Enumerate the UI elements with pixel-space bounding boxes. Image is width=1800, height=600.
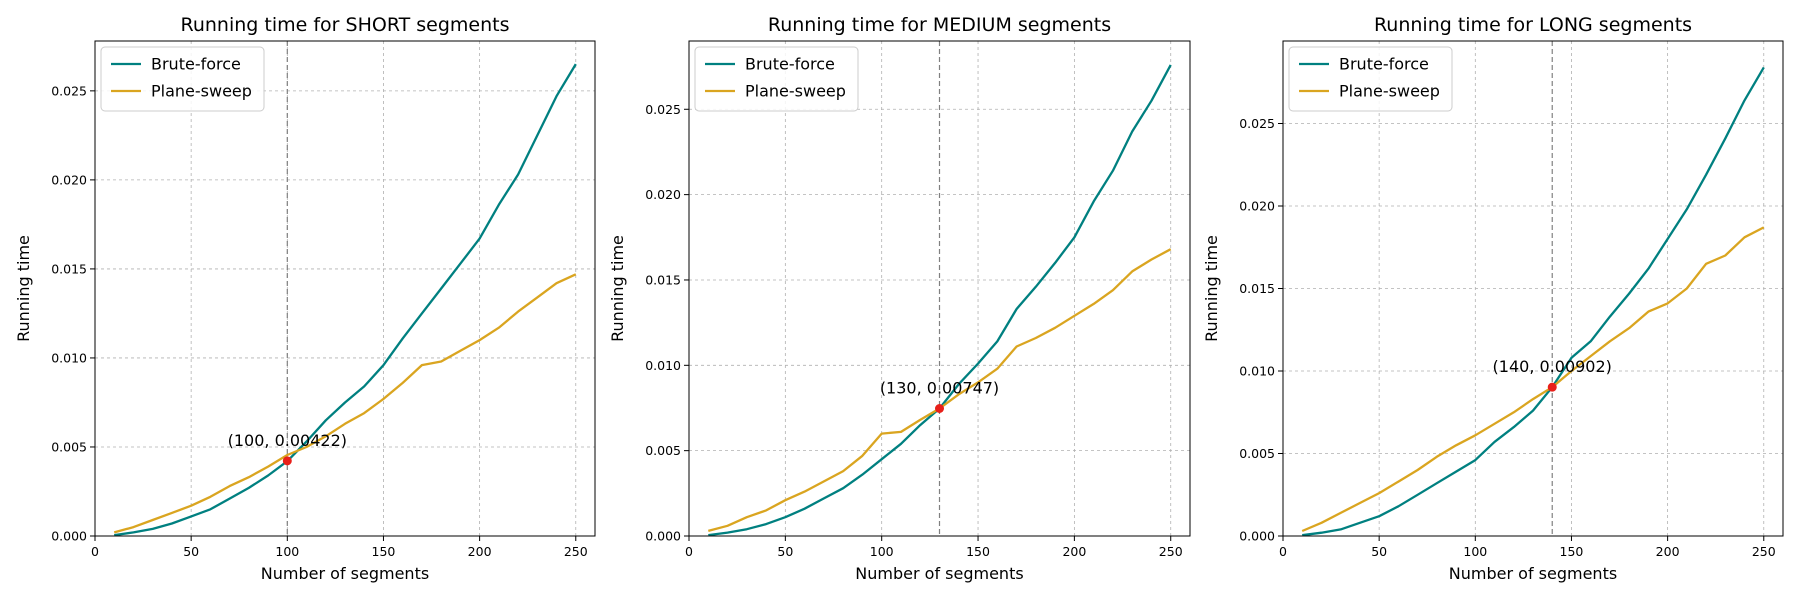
- y-tick-label: 0.025: [1239, 116, 1275, 131]
- y-tick-label: 0.010: [645, 358, 681, 373]
- chart-title: Running time for MEDIUM segments: [768, 14, 1111, 36]
- x-tick-label: 0: [1279, 544, 1287, 559]
- legend-box: [1288, 46, 1453, 112]
- legend-box: [694, 46, 859, 112]
- y-tick-label: 0.000: [645, 529, 681, 544]
- x-tick-label: 150: [966, 544, 990, 559]
- x-tick-label: 200: [1062, 544, 1086, 559]
- y-tick-label: 0.000: [1239, 529, 1275, 544]
- y-tick-label: 0.025: [51, 83, 87, 98]
- x-axis-label: Number of segments: [1449, 564, 1617, 583]
- intersection-point: [282, 456, 292, 466]
- y-tick-label: 0.015: [1239, 281, 1275, 296]
- y-tick-label: 0.005: [645, 443, 681, 458]
- axes-frame: [688, 40, 1191, 537]
- y-axis-label: Running time: [608, 235, 627, 342]
- x-tick-label: 150: [1560, 544, 1584, 559]
- intersection-point: [935, 403, 944, 413]
- legend: Brute-force Plane-sweep: [1288, 46, 1453, 112]
- legend-label: Brute-force: [151, 55, 241, 74]
- intersection-point: [1547, 382, 1557, 392]
- intersection-label: (130, 0.00747): [880, 378, 999, 397]
- x-tick-label: 100: [870, 544, 894, 559]
- axes-frame: [1282, 40, 1784, 537]
- x-tick-label: 250: [1159, 544, 1183, 559]
- legend: Brute-force Plane-sweep: [694, 46, 859, 112]
- y-tick-label: 0.020: [645, 187, 681, 202]
- legend: Brute-force Plane-sweep: [100, 46, 265, 112]
- legend-label: Plane-sweep: [151, 82, 252, 101]
- x-tick-label: 250: [1752, 544, 1776, 559]
- series-line-brute-force: [114, 63, 577, 537]
- chart-title: Running time for SHORT segments: [180, 14, 509, 36]
- x-tick-label: 0: [91, 544, 99, 559]
- y-tick-label: 0.020: [1239, 199, 1275, 214]
- series-line-plane-sweep: [113, 273, 577, 534]
- x-tick-label: 250: [564, 544, 588, 559]
- legend-label: Plane-sweep: [1339, 82, 1440, 101]
- x-tick-label: 50: [183, 544, 199, 559]
- x-axis-label: Number of segments: [261, 564, 429, 583]
- legend-box: [100, 46, 265, 112]
- legend-label: Brute-force: [1339, 55, 1429, 74]
- x-tick-label: 200: [468, 544, 492, 559]
- x-tick-label: 0: [685, 544, 693, 559]
- x-tick-label: 100: [1463, 544, 1487, 559]
- y-tick-label: 0.025: [645, 102, 681, 117]
- x-tick-label: 200: [1656, 544, 1680, 559]
- x-axis-label: Number of segments: [855, 564, 1023, 583]
- y-tick-label: 0.015: [51, 261, 87, 276]
- chart-panel-1: 0 50 100 150 200 250 0.000 0.005 0.010 0.015 0.020…: [608, 14, 1191, 583]
- legend-label: Plane-sweep: [745, 82, 846, 101]
- y-tick-label: 0.010: [51, 350, 87, 365]
- y-tick-label: 0.005: [1239, 446, 1275, 461]
- intersection-label: (100, 0.00422): [228, 431, 347, 450]
- intersection-label: (140, 0.00902): [1493, 357, 1612, 376]
- x-tick-label: 50: [777, 544, 793, 559]
- series-line-brute-force: [1302, 66, 1765, 537]
- y-axis-label: Running time: [1202, 235, 1221, 342]
- series-line-plane-sweep: [1301, 226, 1765, 533]
- y-tick-label: 0.010: [1239, 364, 1275, 379]
- axes-frame: [94, 40, 596, 537]
- chart-title: Running time for LONG segments: [1374, 14, 1692, 36]
- legend-label: Brute-force: [745, 55, 835, 74]
- y-axis-label: Running time: [14, 235, 33, 342]
- y-tick-label: 0.000: [51, 529, 87, 544]
- chart-panel-0: 0 50 100 150 200 250 0.000 0.005 0.010 0.015 0.020…: [14, 14, 596, 583]
- x-tick-label: 150: [372, 544, 396, 559]
- chart-panel-2: 0 50 100 150 200 250 0.000 0.005 0.010 0.015 0.020…: [1202, 14, 1784, 583]
- x-tick-label: 100: [275, 544, 299, 559]
- y-tick-label: 0.020: [51, 172, 87, 187]
- y-tick-label: 0.015: [645, 272, 681, 287]
- x-tick-label: 50: [1371, 544, 1387, 559]
- y-tick-label: 0.005: [51, 439, 87, 454]
